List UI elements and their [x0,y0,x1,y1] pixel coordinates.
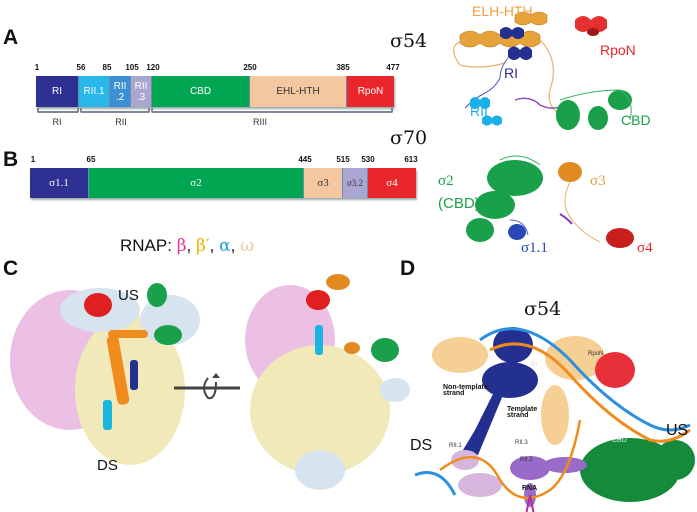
structure-label-rii: RII [470,103,488,119]
structure-label-us-d: US [666,422,689,439]
domain-rpon: RpoN [347,76,394,107]
sigma54-structure-cartoon [453,11,632,130]
structure-label-cbd-s70: (CBD) [438,195,480,212]
structure-label-sigma3: σ3 [590,173,606,189]
domain-rii2: RII .2 [110,76,131,107]
sigma54-dna-surface-model [414,327,695,512]
structure-label-rii1: RII.1 [449,443,462,449]
domain-sigma3: σ3 [304,168,343,198]
tick: 445 [298,155,312,164]
domain-ri: RI [36,76,79,107]
sigma54-title: σ54 [390,30,428,52]
legend-alpha: α [219,236,231,256]
region-bracket-rii [80,108,150,113]
region-label-ri: RI [52,117,62,127]
sigma54-domain-bar: RI RII.1 RII .2 RII .3 CBD EHL-HTH RpoN [36,76,394,107]
rotate-180-icon [195,378,225,408]
structure-label-ds-c: DS [97,457,118,474]
structure-label-elh-hth: ELH-HTH [472,3,533,19]
sigma70-domain-bar: σ1.1 σ2 σ3 σ3.2 σ4 [30,168,416,198]
template-line1: Template [507,406,538,413]
structure-label-ri: RI [504,65,518,81]
domain-sigma2: σ2 [89,168,304,198]
legend-beta: β [176,236,187,256]
domain-rii1: RII.1 [79,76,110,107]
tick: 1 [30,155,36,164]
tick: 1 [34,63,40,72]
structure-label-rpon: RpoN [600,42,636,58]
domain-rii3: RII .3 [131,76,152,107]
panel-a-letter: A [3,26,19,49]
tick: 65 [86,155,96,164]
panel-d-letter: D [400,257,416,280]
structure-label-ds-d: DS [410,437,433,454]
region-label-rii: RII [115,117,127,127]
panel-b-letter: B [3,148,19,171]
structure-label-cbd: CBD [621,112,651,128]
structure-label-sigma4: σ4 [637,240,653,256]
sigma70-structure-cartoon [466,155,634,248]
rnap-structure-views [10,274,410,490]
label-template-strand: Template strand [507,406,538,419]
structure-label-rna: RNA [522,485,538,492]
structure-label-sigma1-1: σ1.1 [521,240,548,256]
legend-beta-prime: β′ [195,236,210,256]
rnap-legend-prefix: RNAP: [120,236,177,255]
panel-c-letter: C [3,257,19,280]
structure-label-cbd-d: CBD [612,437,627,444]
tick: 56 [76,63,86,72]
tick: 477 [386,63,400,72]
tick: 530 [361,155,375,164]
tick: 613 [404,155,418,164]
region-bracket-ri [37,108,79,113]
structure-label-rpon-d: RpoN [588,351,604,357]
rnap-legend: RNAP: β, β′, α, ω [120,236,254,256]
domain-ehl-hth: EHL-HTH [250,76,347,107]
template-line2: strand [507,412,529,419]
structure-label-rii3: RII.3 [515,440,528,446]
region-bracket-riii [151,108,393,113]
domain-cbd: CBD [152,76,250,107]
tick: 120 [146,63,160,72]
structure-label-us-c: US [118,287,139,304]
domain-sigma4: σ4 [368,168,416,198]
tick: 105 [125,63,139,72]
domain-sigma3-2: σ3.2 [343,168,368,198]
tick: 515 [336,155,350,164]
tick: 250 [243,63,257,72]
legend-omega: ω [240,236,254,256]
structure-label-ri-d: RI [531,362,537,368]
structure-label-rii2: RII.2 [520,457,533,463]
non-template-line1: Non-template [443,384,488,391]
sigma70-title: σ70 [390,127,428,149]
tick: 385 [336,63,350,72]
tick: 85 [102,63,112,72]
label-non-template-strand: Non-template strand [443,384,488,397]
structure-label-sigma2: σ2 [438,173,454,189]
domain-sigma1-1: σ1.1 [30,168,89,198]
non-template-line2: strand [443,390,465,397]
sigma54-dna-title: σ54 [524,298,562,320]
region-label-riii: RIII [252,117,268,127]
